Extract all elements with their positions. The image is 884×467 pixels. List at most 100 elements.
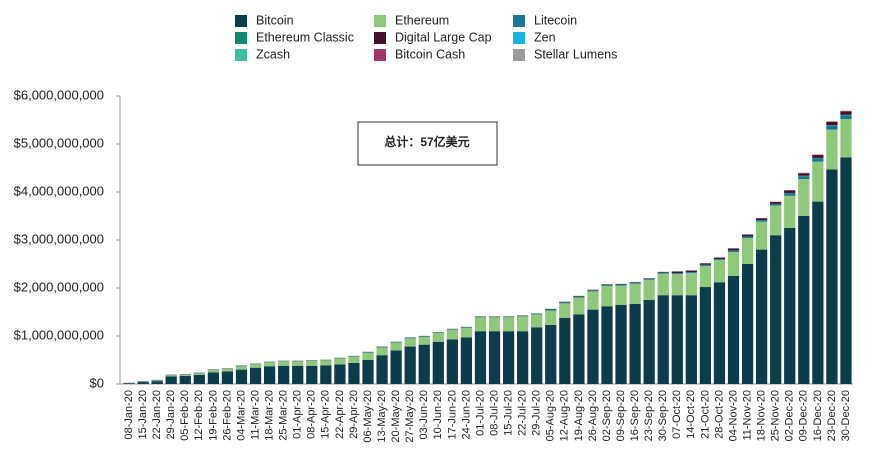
bar-segment (235, 369, 248, 384)
bar-segment (587, 290, 599, 292)
bar-segment (193, 374, 205, 384)
bar-segment (699, 287, 712, 384)
x-tick-label: 15-Jan-20 (137, 390, 149, 440)
bar-segment (756, 249, 768, 384)
y-tick-label: $3,000,000,000 (14, 231, 104, 246)
bar-segment (756, 220, 768, 222)
x-tick-label: 15-Jul-20 (502, 390, 514, 436)
bar-segment (629, 282, 641, 284)
x-tick-label: 30-Dec-20 (840, 390, 852, 441)
x-tick-label: 08-Apr-20 (306, 390, 318, 439)
x-tick-label: 12-Aug-20 (559, 390, 571, 441)
bar-segment (207, 370, 219, 373)
bar-segment (151, 381, 163, 384)
legend-label: Ethereum Classic (256, 30, 354, 44)
bar-segment (727, 248, 740, 251)
bar-segment (502, 331, 515, 384)
legend-swatch (374, 49, 386, 61)
bar-segment (798, 176, 810, 180)
legend-label: Digital Large Cap (395, 30, 492, 44)
bar-segment (699, 264, 712, 266)
bar-segment (812, 155, 824, 158)
legend-swatch (513, 15, 525, 27)
bar-segment (320, 360, 332, 366)
bar-segment (221, 371, 234, 384)
x-tick-label: 29-Apr-20 (348, 390, 360, 439)
bar-segment (278, 365, 290, 384)
x-tick-label: 28-Oct-20 (713, 390, 725, 439)
x-tick-label: 25-Nov-20 (770, 390, 782, 441)
bar-segment (756, 218, 768, 221)
bar-segment (559, 317, 571, 384)
bar-segment (699, 265, 712, 288)
legend-swatch (235, 32, 247, 44)
x-tick-label: 14-Oct-20 (685, 390, 697, 439)
bar-segment (573, 297, 585, 315)
bar-segment (278, 361, 290, 366)
bar-segment (685, 295, 697, 384)
x-tick-label: 02-Dec-20 (784, 390, 796, 441)
bar-segment (376, 355, 388, 384)
x-tick-label: 16-Sep-20 (629, 390, 641, 441)
x-tick-label: 02-Sep-20 (601, 390, 613, 441)
x-tick-label: 20-May-20 (390, 390, 402, 443)
bar-segment (573, 296, 585, 298)
bar-segment (798, 216, 810, 384)
bar-segment (601, 286, 613, 307)
x-tick-label: 06-May-20 (362, 390, 374, 443)
bar-segment (685, 272, 697, 274)
bar-segment (756, 221, 768, 250)
x-tick-label: 29-Jan-20 (165, 390, 177, 440)
y-tick-label: $0 (90, 375, 104, 390)
bar-segment (221, 369, 234, 372)
bar-segment (390, 342, 402, 351)
legend-label: Bitcoin (256, 13, 294, 27)
bar-segment (320, 365, 332, 384)
x-tick-label: 08-Jul-20 (488, 390, 500, 436)
y-tick-label: $2,000,000,000 (14, 279, 104, 294)
bar-segment (784, 190, 796, 193)
annotation: 总计：57亿美元 (384, 134, 469, 149)
bar-segment (713, 257, 726, 260)
x-tick-label: 16-Dec-20 (812, 390, 824, 441)
bar-segment (179, 374, 191, 376)
bar-segment (643, 279, 655, 300)
bar-segment (446, 329, 458, 340)
bar-segment (179, 375, 191, 384)
bar-segment (432, 333, 444, 342)
bar-segment (770, 204, 782, 206)
bar-segment (306, 360, 318, 366)
bar-segment (249, 364, 262, 368)
annotation-box (357, 121, 498, 166)
bar-segment (727, 252, 740, 276)
x-tick-label: 11-Mar-20 (249, 390, 261, 440)
bar-segment (671, 273, 683, 275)
x-tick-label: 22-Apr-20 (334, 390, 346, 439)
bar-segment (601, 306, 613, 384)
bar-segment (784, 193, 796, 196)
x-tick-label: 04-Mar-20 (235, 390, 247, 441)
bar-segment (263, 362, 276, 367)
bar-segment (770, 201, 782, 204)
x-tick-label: 03-Jun-20 (418, 390, 430, 440)
x-tick-label: 30-Sep-20 (657, 390, 669, 441)
x-tick-label: 05-Aug-20 (545, 390, 557, 441)
bar-segment (348, 356, 360, 363)
bar-segment (488, 331, 501, 384)
bar-segment (770, 235, 782, 384)
x-tick-label: 23-Sep-20 (643, 390, 655, 441)
bar-segment (488, 317, 501, 332)
bar-segment (798, 179, 810, 216)
bar-segment (727, 276, 740, 384)
legend-label: Ethereum (395, 13, 449, 27)
x-tick-label: 18-Nov-20 (756, 390, 768, 441)
bar-segment (713, 260, 726, 283)
y-tick-label: $5,000,000,000 (14, 135, 104, 150)
bar-segment (741, 236, 754, 239)
bar-segment (165, 376, 177, 384)
bar-segment (292, 361, 304, 366)
bar-segment (545, 310, 557, 325)
bar-segment (770, 205, 782, 236)
bar-segment (531, 314, 543, 328)
x-tick-label: 19-Feb-20 (207, 390, 219, 441)
